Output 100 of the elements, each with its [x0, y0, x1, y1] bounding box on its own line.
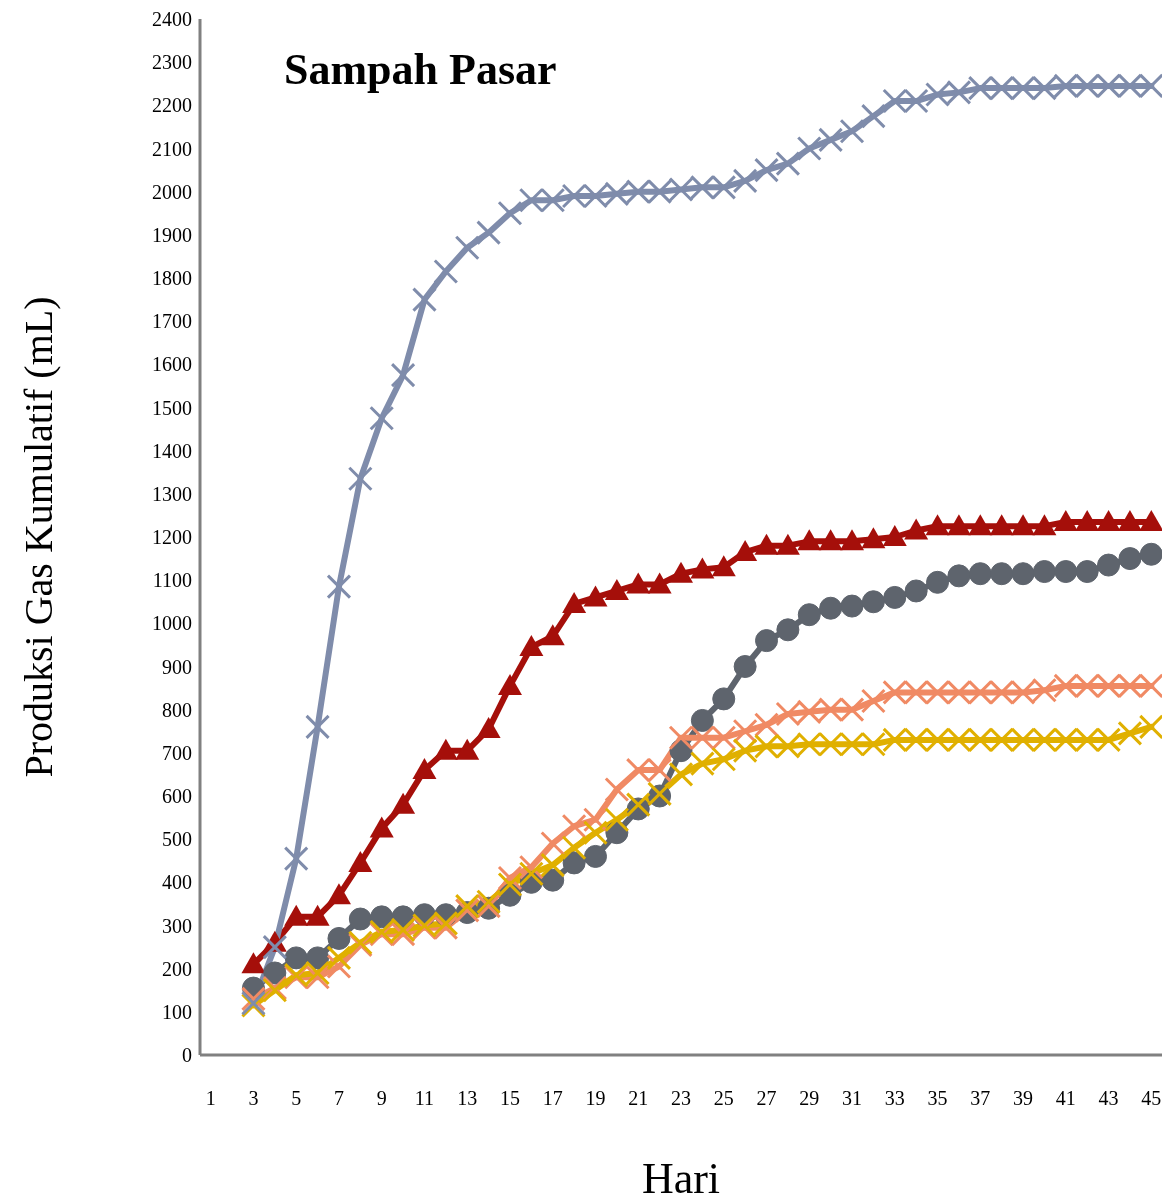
- point: [882, 727, 908, 753]
- point: [689, 174, 715, 200]
- point: [582, 820, 608, 846]
- point: [348, 907, 372, 931]
- point: [711, 746, 737, 772]
- point: [369, 816, 394, 838]
- point: [625, 179, 651, 205]
- point: [1054, 560, 1078, 584]
- point: [669, 561, 693, 583]
- point: [326, 883, 351, 905]
- point: [989, 679, 1015, 705]
- point: [604, 807, 630, 833]
- point: [1031, 727, 1057, 753]
- y-tick-label: 2100: [152, 137, 192, 160]
- x-tick-label: 21: [628, 1087, 649, 1110]
- point: [583, 844, 607, 868]
- point: [1074, 673, 1100, 699]
- point: [476, 220, 502, 246]
- point: [903, 679, 929, 705]
- point: [626, 572, 651, 594]
- point: [839, 731, 865, 757]
- point: [326, 945, 352, 971]
- point: [1139, 509, 1162, 531]
- point: [1117, 509, 1142, 531]
- point: [454, 235, 480, 261]
- point: [925, 727, 951, 753]
- point: [882, 88, 908, 114]
- point: [818, 529, 843, 551]
- x-tick-label: 7: [333, 1087, 344, 1110]
- point: [968, 514, 993, 536]
- point: [689, 725, 715, 751]
- x-tick-label: 9: [376, 1087, 387, 1110]
- point: [412, 758, 437, 780]
- point: [518, 187, 544, 213]
- point: [839, 118, 865, 144]
- x-tick-label: 45: [1141, 1087, 1162, 1110]
- point: [711, 555, 736, 577]
- x-tick-label: 17: [542, 1087, 563, 1110]
- point: [369, 405, 395, 431]
- point: [712, 687, 736, 711]
- x-axis-title: Hari: [641, 1154, 721, 1196]
- point: [840, 529, 865, 551]
- point: [861, 590, 885, 614]
- point: [882, 525, 907, 546]
- point: [283, 846, 309, 872]
- point: [860, 688, 886, 714]
- point: [262, 934, 288, 960]
- point: [796, 731, 822, 757]
- y-tick-label: 1800: [152, 267, 192, 290]
- point: [883, 585, 907, 609]
- point: [796, 136, 822, 161]
- point: [540, 187, 566, 213]
- point: [946, 514, 971, 536]
- y-tick-label: 1300: [152, 482, 192, 505]
- point: [711, 725, 737, 751]
- point: [1053, 73, 1079, 99]
- point: [370, 905, 394, 929]
- point: [797, 529, 822, 551]
- y-tick-label: 1500: [152, 396, 192, 419]
- x-tick-label: 19: [585, 1087, 606, 1110]
- point: [1053, 727, 1079, 753]
- point: [562, 591, 587, 613]
- y-tick-label: 600: [162, 785, 192, 808]
- point: [284, 904, 309, 926]
- point: [1117, 720, 1143, 746]
- point: [263, 961, 287, 985]
- point: [433, 738, 458, 760]
- y-tick-label: 2300: [152, 51, 192, 74]
- point: [1118, 547, 1142, 571]
- point: [497, 200, 523, 226]
- x-tick-label: 31: [842, 1087, 863, 1110]
- point: [904, 518, 929, 540]
- point: [561, 183, 587, 209]
- y-tick-label: 1000: [152, 612, 192, 635]
- point: [1010, 727, 1036, 753]
- point: [818, 127, 844, 153]
- x-tick-label: 43: [1098, 1087, 1119, 1110]
- point: [1097, 553, 1121, 577]
- point: [1011, 514, 1036, 536]
- point: [1138, 714, 1162, 740]
- point: [925, 679, 951, 705]
- point: [541, 868, 565, 892]
- point: [647, 572, 672, 594]
- point: [668, 725, 694, 751]
- point: [583, 585, 608, 607]
- point: [647, 757, 673, 783]
- point: [540, 830, 566, 856]
- point: [839, 697, 865, 723]
- point: [904, 579, 928, 603]
- point: [647, 179, 673, 205]
- point: [582, 807, 608, 833]
- point: [1117, 73, 1143, 99]
- point: [604, 181, 630, 207]
- point: [732, 738, 758, 764]
- point: [348, 850, 373, 872]
- y-tick-label: 500: [162, 828, 192, 851]
- point: [925, 514, 950, 536]
- x-tick-label: 29: [799, 1087, 820, 1110]
- x-tick-label: 25: [713, 1087, 734, 1110]
- point: [775, 701, 801, 727]
